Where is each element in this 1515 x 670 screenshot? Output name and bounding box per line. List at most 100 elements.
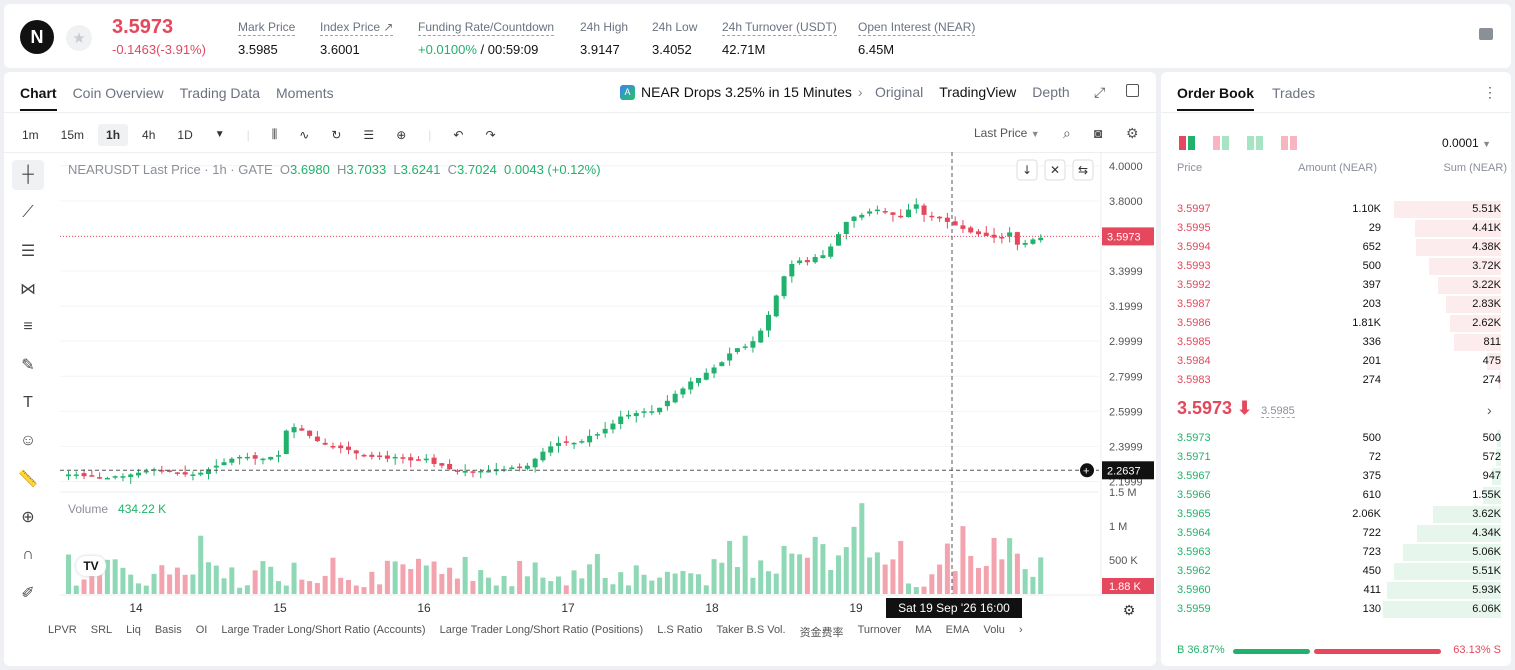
add-indicator-icon[interactable]: ⊕	[396, 127, 407, 142]
candle-type-icon[interactable]: ⫼	[271, 127, 278, 141]
templates-icon[interactable]: ☰	[363, 127, 375, 142]
indicator-item[interactable]: Volu	[983, 624, 1005, 636]
redo-icon[interactable]: ↷	[485, 127, 496, 142]
tab-chart[interactable]: Chart	[20, 85, 57, 111]
tab-trades[interactable]: Trades	[1272, 85, 1316, 101]
volume-bar	[594, 554, 600, 594]
favorite-star-icon[interactable]: ★	[66, 25, 92, 51]
indicator-item[interactable]: Basis	[154, 624, 182, 636]
plus-icon[interactable]: +	[1083, 465, 1089, 477]
chevron-right-icon[interactable]: ›	[1018, 624, 1023, 636]
stat-label[interactable]: Mark Price	[238, 20, 296, 36]
zoom-in-icon[interactable]: ⊕	[21, 509, 35, 526]
tab-moments[interactable]: Moments	[276, 85, 334, 101]
indicators-icon[interactable]: ∿	[299, 127, 310, 142]
timeframe-1d[interactable]: 1D	[177, 127, 193, 142]
ask-row[interactable]: 3.5987 203 2.83K	[1161, 295, 1511, 314]
trend-line-icon[interactable]: ⟋	[22, 204, 34, 221]
book-mode-split-icon[interactable]	[1213, 136, 1229, 150]
indicator-item[interactable]: Large Trader Long/Short Ratio (Positions…	[439, 624, 644, 636]
ask-row[interactable]: 3.5995 29 4.41K	[1161, 219, 1511, 238]
chevron-right-icon[interactable]: ›	[1487, 402, 1492, 418]
indicator-item[interactable]: L.S Ratio	[657, 624, 703, 636]
bid-row[interactable]: 3.5959 130 6.06K	[1161, 600, 1511, 619]
timeframe-1m[interactable]: 1m	[22, 127, 39, 142]
indicator-item[interactable]: EMA	[945, 624, 970, 636]
more-menu-icon[interactable]: ⋮	[1483, 84, 1497, 100]
replay-icon[interactable]: ↻	[331, 127, 342, 142]
horizontal-lines-icon[interactable]: ☰	[20, 243, 36, 260]
candlestick-chart[interactable]: 4.00003.80003.59993.39993.19992.99992.79…	[4, 72, 1156, 666]
stat-label[interactable]: Funding Rate/Countdown	[418, 20, 555, 36]
timeframe-4h[interactable]: 4h	[142, 127, 156, 142]
stat-label[interactable]: Index Price ↗	[320, 20, 394, 36]
ask-row[interactable]: 3.5992 397 3.22K	[1161, 276, 1511, 295]
emoji-icon[interactable]: ☺	[19, 432, 37, 449]
close-icon[interactable]: ✕	[1050, 163, 1060, 177]
book-mode-both-icon[interactable]	[1179, 136, 1195, 150]
timeframe-15m[interactable]: 15m	[60, 127, 85, 142]
window-icon[interactable]	[1126, 84, 1139, 97]
reset-icon[interactable]: ⇆	[1078, 163, 1088, 177]
scroll-down-icon[interactable]: ↓	[1022, 163, 1032, 177]
crosshair-icon[interactable]: ┼	[12, 160, 44, 190]
bid-row[interactable]: 3.5966 610 1.55K	[1161, 486, 1511, 505]
view-tradingview[interactable]: TradingView	[939, 84, 1017, 100]
settings-gear-icon[interactable]: ⚙	[1126, 125, 1139, 141]
ask-row[interactable]: 3.5994 652 4.38K	[1161, 238, 1511, 257]
tradingview-logo-icon[interactable]: TV	[76, 556, 106, 576]
book-mode-bids-icon[interactable]	[1247, 136, 1263, 150]
ask-row[interactable]: 3.5983 274 274	[1161, 371, 1511, 390]
indicator-item[interactable]: 资金费率	[799, 627, 844, 639]
pencil-lock-icon[interactable]: ✐	[21, 585, 35, 602]
ask-row[interactable]: 3.5985 336 811	[1161, 333, 1511, 352]
undo-icon[interactable]: ↶	[453, 127, 464, 142]
axis-settings-icon[interactable]: ⚙	[1123, 603, 1136, 619]
bid-row[interactable]: 3.5973 500 500	[1161, 429, 1511, 448]
ask-row[interactable]: 3.5993 500 3.72K	[1161, 257, 1511, 276]
ask-row[interactable]: 3.5997 1.10K 5.51K	[1161, 200, 1511, 219]
stat-label[interactable]: 24h Turnover (USDT)	[722, 20, 837, 36]
indicator-item[interactable]: LPVR	[48, 624, 77, 636]
bid-row[interactable]: 3.5965 2.06K 3.62K	[1161, 505, 1511, 524]
mid-price[interactable]: 3.5973 ⬇ 3.5985	[1177, 398, 1295, 419]
indicator-item[interactable]: Taker B.S Vol.	[716, 624, 786, 636]
search-icon[interactable]: ⌕	[1063, 125, 1071, 141]
indicator-item[interactable]: Large Trader Long/Short Ratio (Accounts)	[221, 624, 426, 636]
bid-row[interactable]: 3.5963 723 5.06K	[1161, 543, 1511, 562]
view-original[interactable]: Original	[875, 84, 924, 100]
bid-row[interactable]: 3.5971 72 572	[1161, 448, 1511, 467]
pattern-icon[interactable]: ⋈	[20, 281, 36, 298]
indicator-item[interactable]: SRL	[90, 624, 113, 636]
chevron-down-icon[interactable]: ▼	[214, 129, 225, 140]
add-alert-icon[interactable]	[1080, 463, 1094, 478]
brush-icon[interactable]: ✎	[21, 357, 35, 374]
tab-order-book[interactable]: Order Book	[1177, 85, 1254, 111]
stat-label[interactable]: Open Interest (NEAR)	[858, 20, 976, 36]
precision-select[interactable]: 0.0001 ▼	[1442, 136, 1491, 150]
bid-row[interactable]: 3.5967 375 947	[1161, 467, 1511, 486]
ruler-icon[interactable]: 📏	[18, 471, 38, 488]
bid-row[interactable]: 3.5960 411 5.93K	[1161, 581, 1511, 600]
camera-icon[interactable]: ◙	[1094, 125, 1103, 141]
view-depth[interactable]: Depth	[1032, 84, 1070, 100]
indicator-item[interactable]: Turnover	[857, 624, 902, 636]
expand-icon[interactable]: ⤢	[1094, 84, 1106, 100]
indicator-item[interactable]: MA	[915, 624, 932, 636]
indicator-item[interactable]: OI	[195, 624, 208, 636]
bid-row[interactable]: 3.5964 722 4.34K	[1161, 524, 1511, 543]
news-ticker[interactable]: A NEAR Drops 3.25% in 15 Minutes ›	[620, 84, 863, 100]
ask-row[interactable]: 3.5984 201 475	[1161, 352, 1511, 371]
book-mode-asks-icon[interactable]	[1281, 136, 1297, 150]
indicator-item[interactable]: Liq	[126, 624, 141, 636]
fib-retracement-icon[interactable]: ≡	[23, 318, 33, 335]
timeframe-1h[interactable]: 1h	[98, 123, 129, 146]
ask-row[interactable]: 3.5986 1.81K 2.62K	[1161, 314, 1511, 333]
magnet-icon[interactable]: ∩	[22, 546, 34, 563]
tab-trading-data[interactable]: Trading Data	[179, 85, 261, 101]
bid-row[interactable]: 3.5962 450 5.51K	[1161, 562, 1511, 581]
price-type-select[interactable]: Last Price ▼	[974, 126, 1040, 140]
tab-coin-overview[interactable]: Coin Overview	[72, 85, 164, 101]
text-tool-icon[interactable]: T	[23, 394, 33, 411]
guide-book-icon[interactable]	[1479, 28, 1493, 40]
